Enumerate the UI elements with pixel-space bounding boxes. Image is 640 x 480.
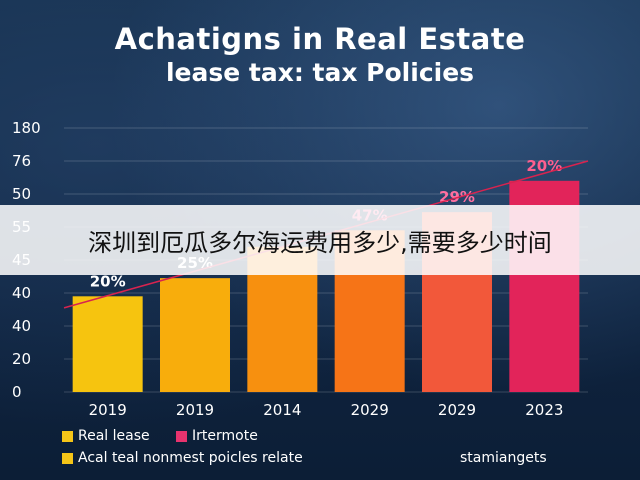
y-tick-label: 20 bbox=[12, 350, 31, 368]
y-tick-label: 76 bbox=[12, 152, 31, 170]
legend-swatch-yellow bbox=[62, 430, 73, 442]
y-tick-label: 40 bbox=[12, 284, 31, 302]
legend-item-real-lease: Real lease bbox=[62, 428, 150, 444]
bar bbox=[160, 278, 230, 392]
y-tick-label: 50 bbox=[12, 185, 31, 203]
bar bbox=[72, 296, 143, 392]
chart-title-line-2: lease tax: tax Policies bbox=[165, 58, 475, 87]
legend-item-acal: Acal teal nonmest poicles relate bbox=[62, 450, 303, 466]
data-label: 20% bbox=[526, 157, 562, 175]
x-tick-label: 2029 bbox=[438, 401, 476, 419]
x-tick-label: 2019 bbox=[89, 401, 127, 419]
x-tick-label: 2019 bbox=[176, 401, 214, 419]
data-label: 20% bbox=[90, 272, 126, 290]
legend-swatch-yellow bbox=[62, 452, 73, 464]
y-tick-label: 180 bbox=[12, 119, 41, 137]
overlay-banner: 深圳到厄瓜多尔海运费用多少,需要多少时间 bbox=[0, 205, 640, 275]
chart-title-line-1: Achatigns in Real Estate bbox=[114, 22, 526, 56]
y-tick-label: 40 bbox=[12, 317, 31, 335]
legend-label: Irtermote bbox=[192, 428, 258, 444]
legend-swatch-pink bbox=[176, 430, 187, 442]
legend-item-irtermote: Irtermote bbox=[176, 428, 258, 444]
x-tick-label: 2023 bbox=[525, 401, 563, 419]
x-tick-label: 2014 bbox=[263, 401, 301, 419]
y-tick-label: 0 bbox=[12, 383, 22, 401]
legend-label: Acal teal nonmest poicles relate bbox=[78, 450, 303, 466]
x-tick-label: 2029 bbox=[351, 401, 389, 419]
legend-label: Real lease bbox=[78, 428, 150, 444]
source-note: stamiangets bbox=[460, 450, 547, 466]
overlay-banner-text: 深圳到厄瓜多尔海运费用多少,需要多少时间 bbox=[88, 228, 552, 257]
